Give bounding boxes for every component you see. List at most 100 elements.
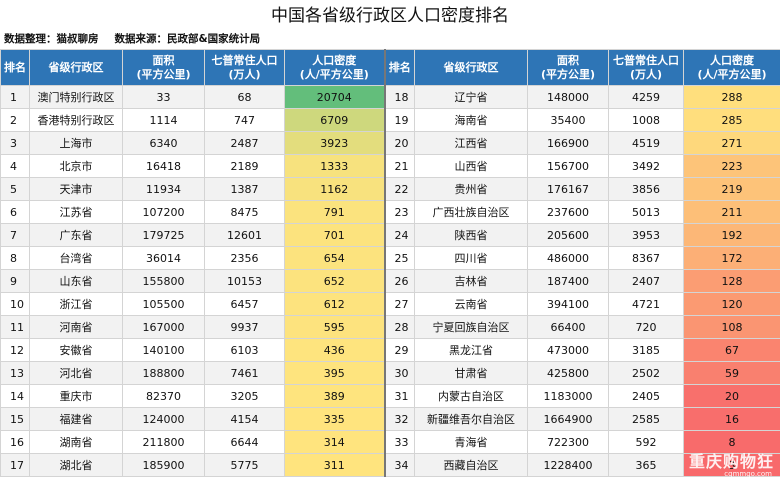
cell-population: 6103	[204, 338, 285, 362]
header-region: 省级行政区	[414, 49, 528, 86]
cell-density: 3923	[284, 131, 385, 155]
table-row: 10 浙江省 105500 6457 612 27 云南省 394100 4721 120	[0, 292, 780, 316]
cell-population: 9937	[204, 315, 285, 339]
cell-region: 江西省	[414, 131, 528, 155]
cell-region: 安徽省	[29, 338, 123, 362]
cell-area: 140100	[122, 338, 205, 362]
cell-density: 395	[284, 361, 385, 385]
cell-population: 6457	[204, 292, 285, 316]
cell-rank: 8	[0, 246, 30, 270]
cell-rank: 5	[0, 177, 30, 201]
cell-area: 107200	[122, 200, 205, 224]
table-row: 12 安徽省 140100 6103 436 29 黑龙江省 473000 3185 67	[0, 338, 780, 362]
density-table-container: 排名 省级行政区 面积 (平方公里) 七普常住人口 (万人) 人口密度 (人/平方公里…	[0, 49, 780, 477]
cell-rank: 26	[383, 269, 415, 293]
cell-population: 2189	[204, 154, 285, 178]
table-row: 3 上海市 6340 2487 3923 20 江西省 166900 4519 271	[0, 131, 780, 155]
cell-region: 云南省	[414, 292, 528, 316]
cell-region: 新疆维吾尔自治区	[414, 407, 528, 431]
table-row: 5 天津市 11934 1387 1162 22 贵州省 176167 3856 219	[0, 177, 780, 201]
cell-area: 167000	[122, 315, 205, 339]
cell-area: 35400	[527, 108, 609, 132]
cell-area: 33	[122, 85, 205, 109]
cell-population: 1387	[204, 177, 285, 201]
cell-population: 747	[204, 108, 285, 132]
cell-region: 宁夏回族自治区	[414, 315, 528, 339]
cell-area: 205600	[527, 223, 609, 247]
cell-population: 4154	[204, 407, 285, 431]
cell-density: 211	[683, 200, 780, 224]
cell-area: 16418	[122, 154, 205, 178]
cell-rank: 17	[0, 453, 30, 477]
meta-line: 数据整理：猫叔聊房 数据来源：民政部&国家统计局	[4, 31, 260, 47]
table-row: 13 河北省 188800 7461 395 30 甘肃省 425800 2502 59	[0, 361, 780, 385]
cell-region: 江苏省	[29, 200, 123, 224]
cell-density: 16	[683, 407, 780, 431]
cell-rank: 29	[383, 338, 415, 362]
cell-density: 59	[683, 361, 780, 385]
header-area: 面积 (平方公里)	[122, 49, 205, 86]
cell-population: 2407	[608, 269, 684, 293]
cell-area: 1228400	[527, 453, 609, 477]
cell-population: 592	[608, 430, 684, 454]
cell-area: 188800	[122, 361, 205, 385]
cell-rank: 34	[383, 453, 415, 477]
header-density: 人口密度 (人/平方公里)	[683, 49, 780, 86]
cell-rank: 4	[0, 154, 30, 178]
cell-density: 285	[683, 108, 780, 132]
cell-density: 20	[683, 384, 780, 408]
cell-area: 1664900	[527, 407, 609, 431]
cell-population: 5775	[204, 453, 285, 477]
header-row: 排名 省级行政区 面积 (平方公里) 七普常住人口 (万人) 人口密度 (人/平方公里…	[0, 49, 780, 86]
cell-density: 128	[683, 269, 780, 293]
cell-rank: 24	[383, 223, 415, 247]
cell-rank: 3	[0, 131, 30, 155]
cell-population: 68	[204, 85, 285, 109]
cell-density: 8	[683, 430, 780, 454]
cell-population: 2405	[608, 384, 684, 408]
cell-area: 156700	[527, 154, 609, 178]
cell-area: 66400	[527, 315, 609, 339]
cell-population: 2487	[204, 131, 285, 155]
cell-population: 8475	[204, 200, 285, 224]
cell-region: 香港特别行政区	[29, 108, 123, 132]
cell-area: 237600	[527, 200, 609, 224]
cell-density: 223	[683, 154, 780, 178]
cell-population: 3492	[608, 154, 684, 178]
cell-area: 394100	[527, 292, 609, 316]
table-row: 7 广东省 179725 12601 701 24 陕西省 205600 3953 192	[0, 223, 780, 247]
cell-rank: 9	[0, 269, 30, 293]
cell-density: 595	[284, 315, 385, 339]
cell-area: 155800	[122, 269, 205, 293]
cell-rank: 25	[383, 246, 415, 270]
cell-region: 甘肃省	[414, 361, 528, 385]
cell-density: 612	[284, 292, 385, 316]
cell-rank: 11	[0, 315, 30, 339]
cell-population: 365	[608, 453, 684, 477]
cell-region: 湖北省	[29, 453, 123, 477]
cell-density: 172	[683, 246, 780, 270]
compiler-label: 数据整理：猫叔聊房	[4, 33, 99, 45]
table-row: 15 福建省 124000 4154 335 32 新疆维吾尔自治区 1664900 2585 1…	[0, 407, 780, 431]
cell-rank: 13	[0, 361, 30, 385]
cell-region: 贵州省	[414, 177, 528, 201]
cell-region: 青海省	[414, 430, 528, 454]
cell-region: 上海市	[29, 131, 123, 155]
cell-rank: 32	[383, 407, 415, 431]
cell-region: 天津市	[29, 177, 123, 201]
cell-area: 722300	[527, 430, 609, 454]
cell-population: 3953	[608, 223, 684, 247]
table-row: 1 澳门特别行政区 33 68 20704 18 辽宁省 148000 4259 288	[0, 85, 780, 109]
cell-region: 福建省	[29, 407, 123, 431]
cell-region: 山东省	[29, 269, 123, 293]
cell-rank: 28	[383, 315, 415, 339]
table-row: 14 重庆市 82370 3205 389 31 内蒙古自治区 1183000 2405 20	[0, 384, 780, 408]
cell-population: 720	[608, 315, 684, 339]
cell-population: 10153	[204, 269, 285, 293]
header-area: 面积 (平方公里)	[527, 49, 609, 86]
cell-area: 179725	[122, 223, 205, 247]
cell-rank: 27	[383, 292, 415, 316]
header-population: 七普常住人口 (万人)	[608, 49, 684, 86]
cell-rank: 2	[0, 108, 30, 132]
cell-population: 3185	[608, 338, 684, 362]
